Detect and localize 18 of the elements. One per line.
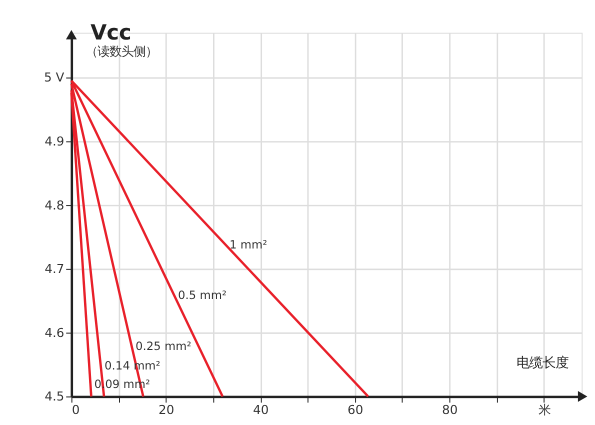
- series-label: 0.25 mm²: [136, 339, 192, 354]
- y-tick-label: 5 V: [44, 70, 65, 85]
- x-tick-label: 40: [253, 403, 269, 418]
- x-tick-label: 20: [158, 403, 174, 418]
- x-tick-label: 60: [347, 403, 364, 418]
- y-tick-label: 4.7: [44, 262, 64, 276]
- annotation: （读数头侧）: [86, 44, 158, 59]
- series-label: 1 mm²: [230, 238, 268, 252]
- y-tick-label: 4.5: [44, 390, 64, 404]
- x-tick-label: 米: [538, 403, 550, 418]
- y-tick-label: 4.8: [44, 198, 64, 212]
- y-tick-label: 4.6: [44, 326, 64, 340]
- x-tick-label: 0: [72, 403, 80, 418]
- x-axis-title: 电缆长度: [516, 354, 568, 371]
- y-axis-title: Vcc: [90, 20, 132, 44]
- y-tick-label: 4.9: [44, 134, 64, 149]
- x-tick-label: 80: [442, 403, 458, 418]
- series-label: 0.5 mm²: [178, 288, 227, 302]
